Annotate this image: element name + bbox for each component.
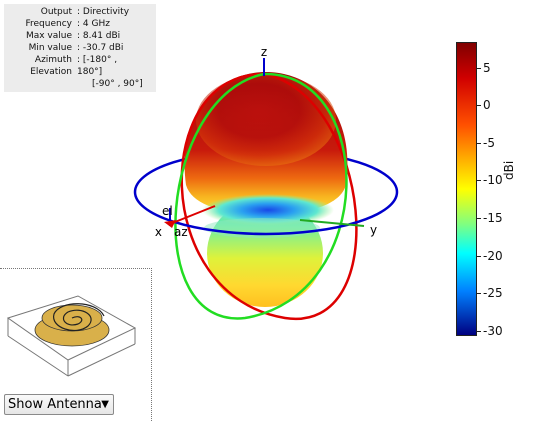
info-value: : -30.7 dBi xyxy=(77,43,124,53)
axis-label-az: az xyxy=(174,225,188,239)
info-key: Frequency xyxy=(25,19,73,29)
colorbar-tick xyxy=(477,331,481,332)
info-row-azimuth: Azimuth : [-180° , xyxy=(4,55,156,66)
colorbar-tick xyxy=(477,105,481,106)
axis-label-el: el xyxy=(162,204,173,218)
y-axis-line xyxy=(299,219,365,227)
antenna-thumbnail-frame xyxy=(0,268,152,421)
info-value: : Directivity xyxy=(77,7,130,17)
azimuth-circle-front xyxy=(133,191,399,236)
colorbar-tick xyxy=(477,218,481,219)
coordinate-axes: z x y el az xyxy=(155,45,377,239)
info-row-max: Max value : 8.41 dBi xyxy=(4,31,156,42)
info-key: Elevation xyxy=(30,67,72,77)
colorbar-tick xyxy=(477,256,481,257)
colorbar-tick-label: 0 xyxy=(483,98,491,112)
spiral-arms xyxy=(53,303,105,331)
info-row-elevation: Elevation 180°] xyxy=(4,67,156,78)
colorbar-tick-label: -30 xyxy=(483,324,503,338)
colorbar-tick xyxy=(477,68,481,69)
info-value: [-90° , 90°] xyxy=(92,79,143,89)
colorbar-tick-label: -5 xyxy=(483,136,495,150)
info-value: : [-180° , xyxy=(77,55,118,65)
colorbar-unit-label: dBi xyxy=(502,160,516,180)
chevron-down-icon: ▼ xyxy=(101,399,109,410)
axis-label-x: x xyxy=(155,225,162,239)
info-row-min: Min value : -30.7 dBi xyxy=(4,43,156,54)
info-value: : 8.41 dBi xyxy=(77,31,121,41)
antenna-thumbnail xyxy=(6,295,137,377)
info-key: Min value xyxy=(28,43,72,53)
colorbar-tick-label: -25 xyxy=(483,286,503,300)
elevation-rings xyxy=(174,72,358,321)
ground-plane-edge xyxy=(67,343,136,377)
colorbar-tick xyxy=(477,180,481,181)
origin-marker xyxy=(164,220,176,228)
axis-label-y: y xyxy=(370,223,377,237)
x-axis-line xyxy=(169,205,216,225)
colorbar-tick-label: -20 xyxy=(483,249,503,263)
info-key: Output xyxy=(40,7,72,17)
info-row-frequency: Frequency : 4 GHz xyxy=(4,19,156,30)
colorbar-tick xyxy=(477,293,481,294)
info-key: Max value xyxy=(25,31,72,41)
pattern-null xyxy=(202,194,334,226)
info-value: 180°] xyxy=(77,67,103,77)
info-row-output: Output : Directivity xyxy=(4,7,156,18)
upper-lobe-highlight xyxy=(196,74,336,166)
colorbar-tick-label: -15 xyxy=(483,211,503,225)
info-key: Azimuth xyxy=(34,55,72,65)
axis-label-z: z xyxy=(261,45,267,59)
show-antenna-label: Show Antenna xyxy=(8,397,102,412)
show-antenna-dropdown[interactable]: Show Antenna ▼ xyxy=(4,394,114,415)
elevation-circle-green xyxy=(174,72,348,320)
ground-plane-edge xyxy=(7,335,69,377)
colorbar-tick-label: 5 xyxy=(483,61,491,75)
elevation-circle-red xyxy=(180,72,358,321)
info-panel: Output : Directivity Frequency : 4 GHz M… xyxy=(4,4,156,92)
colorbar-tick-label: -10 xyxy=(483,173,503,187)
info-row-elevation-range: [-90° , 90°] xyxy=(4,79,156,90)
colorbar-tick xyxy=(477,143,481,144)
info-value: : 4 GHz xyxy=(77,19,110,29)
colorbar xyxy=(456,42,477,336)
